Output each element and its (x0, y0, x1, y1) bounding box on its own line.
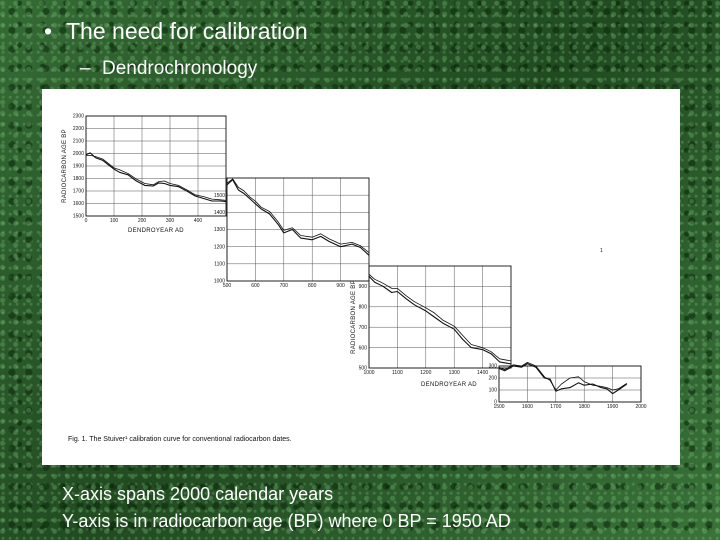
x-tick-label: 100 (110, 218, 119, 224)
y-tick-label: 1700 (73, 189, 84, 195)
x-tick-label: 1500 (493, 404, 504, 410)
y-tick-label: 700 (359, 325, 368, 331)
x-tick-label: 1200 (420, 370, 431, 376)
y-tick-label: 2100 (73, 139, 84, 145)
x-tick-label: 2000 (635, 404, 646, 410)
sub-bullet-text: Dendrochronology (102, 58, 258, 79)
y-tick-label: 2000 (73, 151, 84, 157)
y-tick-label: 1300 (214, 227, 225, 233)
bullet-item: • The need for calibration (44, 18, 308, 45)
x-tick-label: 800 (308, 283, 317, 289)
y-tick-label: 2300 (73, 114, 84, 120)
y-tick-label: 0 (494, 400, 497, 406)
x-tick-label: 1900 (607, 404, 618, 410)
chart-panel-1: 0 100 200 300 400 1500 1600 1700 1800 1900 2000 210… (62, 114, 227, 234)
note-x-axis: X-axis spans 2000 calendar years (62, 484, 334, 504)
y-tick-label: 1000 (214, 279, 225, 285)
y-tick-label: 100 (489, 388, 498, 394)
x-axis-title: DENDROYEAR AD (421, 382, 477, 388)
y-tick-label: 900 (359, 284, 368, 290)
calibration-series-line-1 (368, 275, 512, 365)
y-tick-label: 1400 (214, 210, 225, 216)
y-tick-label: 2200 (73, 126, 84, 132)
calibration-chart: 0 100 200 300 400150016001700180019002000210… (62, 114, 647, 443)
y-tick-label: 1600 (73, 201, 84, 207)
y-tick-label: 600 (359, 345, 368, 351)
stray-mark: 1 (600, 248, 603, 254)
y-tick-label: 1100 (214, 262, 225, 268)
bullet-text: The need for calibration (66, 18, 308, 44)
y-tick-label: 1200 (214, 244, 225, 250)
y-tick-label: 200 (489, 376, 498, 382)
chart-panel-2: 500 600 700 800 900 1000 1100 1200 1300 1400 1500 (214, 177, 370, 289)
calibration-series-line-1 (85, 152, 227, 203)
sub-bullet-item: – Dendrochronology (80, 58, 257, 80)
y-tick-label: 1500 (73, 214, 84, 220)
calibration-series-line-2 (368, 273, 512, 362)
panel-frame (85, 115, 227, 217)
y-axis-title: RADIOCARBON AGE BP (351, 280, 357, 354)
calibration-series-line-1 (498, 363, 628, 395)
x-tick-label: 1800 (579, 404, 590, 410)
x-tick-label: 700 (280, 283, 289, 289)
y-tick-label: 1900 (73, 164, 84, 170)
calibration-series-line-2 (226, 178, 370, 254)
x-tick-label: 1700 (550, 404, 561, 410)
calibration-series-line-2 (86, 155, 227, 201)
x-tick-label: 1600 (522, 404, 533, 410)
x-tick-label: 1000 (363, 370, 374, 376)
x-axis-title: DENDROYEAR AD (128, 228, 184, 234)
x-tick-label: 1300 (449, 370, 460, 376)
x-tick-label: 400 (194, 218, 203, 224)
x-tick-label: 600 (251, 283, 260, 289)
x-tick-label: 200 (138, 218, 147, 224)
chart-panel-3: 1000 1100 1200 1300 1400 500 600 700 800 900 DENDR… (351, 265, 512, 388)
x-tick-label: 1100 (392, 370, 403, 376)
x-tick-label: 1400 (477, 370, 488, 376)
chart-panel-4: 1500 1600 1700 1800 1900 2000 0 100 200 300 (489, 361, 647, 410)
panel-frame (498, 365, 642, 403)
x-tick-label: 0 (85, 218, 88, 224)
y-tick-label: 1500 (214, 193, 225, 199)
y-tick-label: 800 (359, 305, 368, 311)
x-tick-label: 500 (223, 283, 232, 289)
figure-caption: Fig. 1. The Stuiver¹ calibration curve f… (68, 436, 292, 443)
panel-frame (368, 265, 512, 369)
sub-bullet-symbol: – (80, 58, 91, 79)
y-axis-title: RADIOCARBON AGE BP (62, 129, 68, 203)
x-tick-label: 300 (166, 218, 175, 224)
panel-frame (226, 177, 370, 282)
note-y-axis: Y-axis is in radiocarbon age (BP) where … (62, 511, 511, 531)
y-tick-label: 300 (489, 364, 498, 370)
y-tick-label: 1800 (73, 176, 84, 182)
bullet-symbol: • (44, 18, 53, 44)
calibration-series-line-2 (498, 361, 628, 391)
calibration-figure: 0 100 200 300 400 1500 1600 1700 1800 1900 2000 210… (42, 89, 680, 465)
y-tick-label: 500 (359, 366, 368, 372)
calibration-series-line-1 (226, 179, 370, 256)
x-tick-label: 900 (336, 283, 345, 289)
